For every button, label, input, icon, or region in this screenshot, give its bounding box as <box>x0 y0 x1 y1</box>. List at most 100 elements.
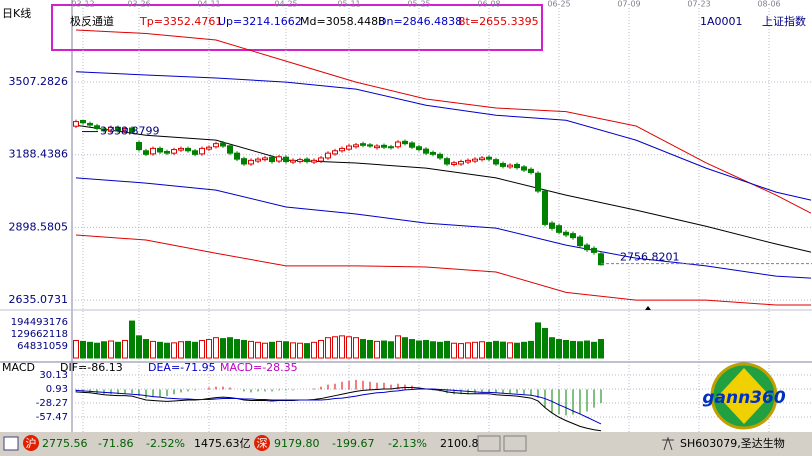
candle-body <box>549 222 555 229</box>
candle-body <box>542 190 548 225</box>
x-tick-label: 03-26 <box>127 0 150 9</box>
legend-entry: Up=3214.1662 <box>218 15 302 28</box>
sz-icon[interactable] <box>254 435 270 451</box>
volume-bar <box>122 339 128 359</box>
candle-body <box>409 142 415 148</box>
candle-body <box>388 146 394 149</box>
candle-body <box>283 156 289 163</box>
volume-bar <box>493 340 499 359</box>
candle-body <box>171 149 177 154</box>
volume-bar <box>297 342 303 359</box>
volume-bar <box>157 341 163 359</box>
y-tick-label: 3507.2826 <box>9 75 69 88</box>
candle-body <box>346 145 352 150</box>
sz-icon-text: 深 <box>257 437 268 450</box>
volume-bar <box>458 343 464 359</box>
macd-label: MACD=-28.35 <box>220 361 298 374</box>
candle-body <box>115 126 121 132</box>
volume-bar <box>290 342 296 359</box>
x-tick-label: 04-11 <box>197 0 220 9</box>
candle-body <box>227 145 233 154</box>
volume-bar <box>164 342 170 359</box>
candle-body <box>451 162 457 165</box>
volume-bar <box>514 342 520 359</box>
candle-body <box>290 159 296 163</box>
volume-bar <box>584 340 590 359</box>
volume-bar <box>185 340 191 359</box>
candle-body <box>360 143 366 146</box>
volume-bar <box>325 337 331 359</box>
candle-body <box>339 147 345 152</box>
candle-body <box>570 233 576 239</box>
sh-icon[interactable] <box>23 435 39 451</box>
volume-bar <box>535 322 541 359</box>
x-tick-label: 04-25 <box>274 0 297 9</box>
sh-amount: 1475.63亿 <box>194 437 251 450</box>
y-tick-label: 3188.4386 <box>9 148 69 161</box>
logo-text: gann360 <box>702 388 786 408</box>
candle-body <box>234 152 240 160</box>
macd-tick-label: 0.93 <box>46 384 68 395</box>
logo-diamond <box>718 368 770 424</box>
candle-body <box>311 159 317 163</box>
candle-body <box>206 146 212 150</box>
marker <box>645 306 651 310</box>
grid-icon[interactable] <box>3 436 19 451</box>
candle-body <box>486 156 492 160</box>
candle-body <box>80 119 86 124</box>
candle-body <box>374 145 380 149</box>
candle-body <box>514 163 520 169</box>
candle-body <box>430 151 436 155</box>
candle-body <box>73 121 79 127</box>
candle-body <box>598 253 604 266</box>
candle-body <box>87 122 93 126</box>
volume-bar <box>115 341 121 359</box>
index-name: 上证指数 <box>762 14 806 28</box>
status-button[interactable] <box>503 435 527 452</box>
candle-body <box>276 156 282 162</box>
status-button[interactable] <box>477 435 501 452</box>
candle-body <box>479 157 485 161</box>
x-tick-label: 05-11 <box>337 0 360 9</box>
signal-icon <box>662 436 674 451</box>
volume-bar <box>101 341 107 359</box>
volume-bar <box>171 342 177 359</box>
candle-body <box>423 148 429 154</box>
candle-body <box>444 158 450 165</box>
volume-bar <box>472 341 478 359</box>
candle-body <box>472 158 478 162</box>
volume-bar <box>570 340 576 359</box>
volume-bar <box>451 342 457 359</box>
candle-body <box>304 158 310 163</box>
volume-bar <box>374 340 380 359</box>
x-tick-label: 08-06 <box>757 0 780 9</box>
macd-tick-label: 30.13 <box>39 370 68 381</box>
candle-body <box>220 142 226 147</box>
volume-bar <box>283 341 289 359</box>
macd-title: MACD <box>2 361 35 374</box>
volume-bar <box>528 340 534 359</box>
volume-bar <box>248 340 254 359</box>
candle-body <box>255 158 261 162</box>
channel-line <box>75 124 812 253</box>
candle-body <box>367 144 373 147</box>
sz-index: 9179.80 <box>274 437 320 450</box>
highlight-box <box>51 4 543 51</box>
candle-body <box>150 147 156 155</box>
candle-body <box>437 153 443 159</box>
candle-body <box>129 127 135 133</box>
volume-bar <box>227 337 233 359</box>
volume-bar <box>423 339 429 359</box>
volume-bar <box>542 327 548 359</box>
volume-bar <box>234 339 240 359</box>
y-tick-label: 2635.0731 <box>9 293 69 306</box>
volume-bar <box>437 341 443 359</box>
candle-body <box>199 147 205 155</box>
x-tick-label: 06-25 <box>547 0 570 9</box>
volume-bar <box>206 339 212 359</box>
dif-label: DIF=-86.13 <box>60 361 123 374</box>
volume-bar <box>136 335 142 359</box>
volume-bar <box>269 341 275 359</box>
volume-bar <box>367 339 373 359</box>
